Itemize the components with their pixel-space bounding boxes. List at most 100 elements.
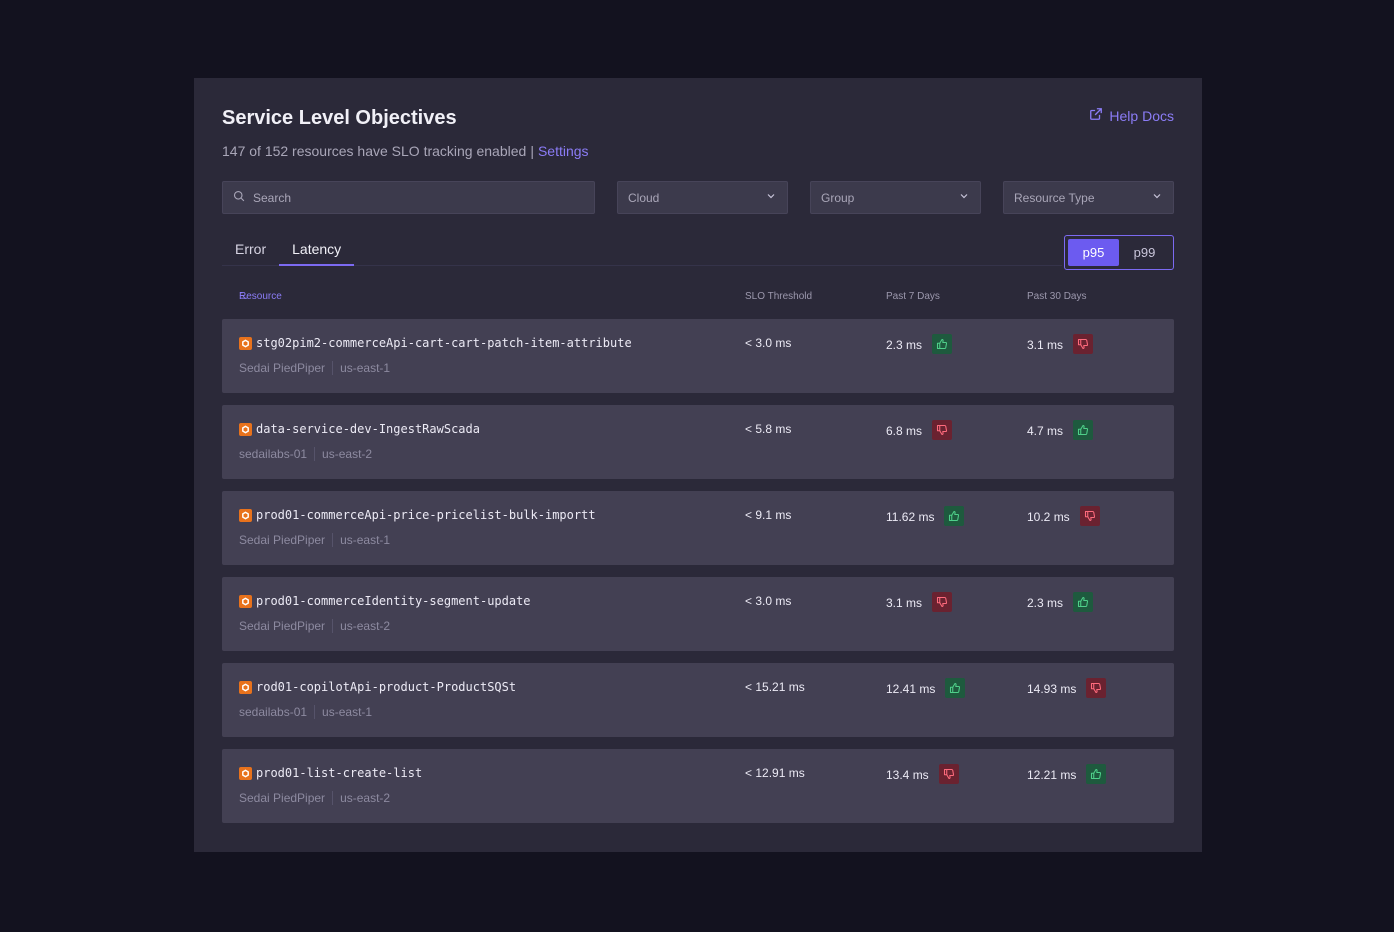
page-subtitle: 147 of 152 resources have SLO tracking e… (222, 143, 589, 159)
meta-divider (332, 533, 334, 547)
account-name: Sedai PiedPiper (239, 533, 326, 547)
region-name: us-east-1 (340, 533, 391, 547)
thumbs-up-icon (944, 506, 965, 526)
table-row[interactable]: rod01-copilotApi-product-ProductSQSt sed… (222, 663, 1174, 737)
past30-cell: 3.1 ms (1027, 334, 1094, 354)
p99-option[interactable]: p99 (1133, 245, 1156, 260)
table-row[interactable]: stg02pim2-commerceApi-cart-cart-patch-it… (222, 319, 1174, 393)
resource-name[interactable]: stg02pim2-commerceApi-cart-cart-patch-it… (256, 336, 632, 350)
region-name: us-east-1 (340, 361, 391, 375)
chevron-down-icon (958, 190, 970, 205)
meta-divider (314, 447, 316, 461)
resource-name[interactable]: prod01-commerceApi-price-pricelist-bulk-… (256, 508, 596, 522)
table-header: Resource SLO Threshold Past 7 Days Past … (222, 291, 1174, 307)
resource-type-dropdown-label: Resource Type (1014, 190, 1095, 205)
resource-name[interactable]: rod01-copilotApi-product-ProductSQSt (256, 680, 517, 694)
lambda-resource-icon (239, 337, 252, 350)
lambda-resource-icon (239, 767, 252, 780)
past7-cell: 3.1 ms (886, 592, 953, 612)
chevron-down-icon (765, 190, 777, 205)
past7-value: 6.8 ms (886, 424, 923, 438)
slo-panel: Service Level Objectives 147 of 152 reso… (194, 78, 1202, 852)
resource-meta: sedailabs-01 us-east-1 (239, 705, 372, 719)
table-row[interactable]: prod01-commerceApi-price-pricelist-bulk-… (222, 491, 1174, 565)
slo-table-body: stg02pim2-commerceApi-cart-cart-patch-it… (222, 319, 1174, 835)
slo-threshold: < 3.0 ms (745, 336, 792, 350)
past30-value: 10.2 ms (1027, 510, 1070, 524)
past30-cell: 2.3 ms (1027, 592, 1094, 612)
resource-name[interactable]: data-service-dev-IngestRawScada (256, 422, 480, 436)
thumbs-down-icon (932, 420, 953, 440)
resource-name[interactable]: prod01-commerceIdentity-segment-update (256, 594, 531, 608)
slo-threshold: < 3.0 ms (745, 594, 792, 608)
resource-name[interactable]: prod01-list-create-list (256, 766, 423, 780)
chevron-down-icon (1151, 190, 1163, 205)
metric-tabs: Error Latency (222, 236, 355, 266)
page-title: Service Level Objectives (222, 107, 457, 129)
account-name: Sedai PiedPiper (239, 619, 326, 633)
resource-type-dropdown[interactable]: Resource Type (1003, 181, 1174, 214)
slo-threshold: < 12.91 ms (745, 766, 805, 780)
settings-link[interactable]: Settings (537, 143, 589, 159)
cloud-dropdown[interactable]: Cloud (617, 181, 788, 214)
threshold-column-header: SLO Threshold (745, 291, 813, 302)
p95-option[interactable]: p95 (1068, 239, 1119, 266)
lambda-resource-icon (239, 681, 252, 694)
thumbs-up-icon (1073, 420, 1094, 440)
resource-header-label: Resource (239, 291, 282, 302)
thumbs-down-icon (1073, 334, 1094, 354)
past30-cell: 10.2 ms (1027, 506, 1100, 526)
past7-value: 2.3 ms (886, 338, 923, 352)
resource-meta: Sedai PiedPiper us-east-1 (239, 361, 390, 375)
lambda-resource-icon (239, 423, 252, 436)
slo-threshold: < 15.21 ms (745, 680, 805, 694)
tab-latency[interactable]: Latency (279, 236, 355, 266)
sort-icon (239, 291, 248, 303)
tabs-divider (222, 265, 1062, 266)
table-row[interactable]: prod01-list-create-list Sedai PiedPiper … (222, 749, 1174, 823)
resource-meta: sedailabs-01 us-east-2 (239, 447, 372, 461)
past30-value: 2.3 ms (1027, 596, 1064, 610)
account-name: sedailabs-01 (239, 705, 308, 719)
past7-column-header: Past 7 Days (886, 291, 940, 302)
past30-column-header: Past 30 Days (1027, 291, 1087, 302)
past7-value: 13.4 ms (886, 768, 929, 782)
past30-value: 12.21 ms (1027, 768, 1077, 782)
slo-threshold: < 5.8 ms (745, 422, 792, 436)
search-placeholder: Search (253, 190, 292, 205)
slo-threshold: < 9.1 ms (745, 508, 792, 522)
account-name: Sedai PiedPiper (239, 361, 326, 375)
table-row[interactable]: prod01-commerceIdentity-segment-update S… (222, 577, 1174, 651)
thumbs-down-icon (1086, 678, 1107, 698)
region-name: us-east-2 (340, 619, 391, 633)
past7-value: 3.1 ms (886, 596, 923, 610)
group-dropdown[interactable]: Group (810, 181, 981, 214)
lambda-resource-icon (239, 509, 252, 522)
table-row[interactable]: data-service-dev-IngestRawScada sedailab… (222, 405, 1174, 479)
lambda-resource-icon (239, 595, 252, 608)
external-link-icon (1089, 107, 1103, 124)
past7-cell: 12.41 ms (886, 678, 966, 698)
account-name: sedailabs-01 (239, 447, 308, 461)
region-name: us-east-1 (322, 705, 373, 719)
past7-cell: 6.8 ms (886, 420, 953, 440)
past30-cell: 14.93 ms (1027, 678, 1107, 698)
past30-value: 14.93 ms (1027, 682, 1077, 696)
meta-divider (332, 361, 334, 375)
meta-divider (332, 619, 334, 633)
past7-cell: 2.3 ms (886, 334, 953, 354)
account-name: Sedai PiedPiper (239, 791, 326, 805)
region-name: us-east-2 (322, 447, 373, 461)
resource-meta: Sedai PiedPiper us-east-1 (239, 533, 390, 547)
subtitle-text: 147 of 152 resources have SLO tracking e… (222, 143, 527, 159)
resource-meta: Sedai PiedPiper us-east-2 (239, 619, 390, 633)
percentile-toggle: p95 p99 (1064, 235, 1174, 270)
tab-error[interactable]: Error (235, 241, 267, 257)
past30-value: 3.1 ms (1027, 338, 1064, 352)
past7-cell: 13.4 ms (886, 764, 959, 784)
past7-value: 12.41 ms (886, 682, 936, 696)
past30-cell: 12.21 ms (1027, 764, 1107, 784)
help-docs-link[interactable]: Help Docs (1089, 107, 1174, 124)
thumbs-up-icon (1073, 592, 1094, 612)
search-input[interactable]: Search (222, 181, 595, 214)
